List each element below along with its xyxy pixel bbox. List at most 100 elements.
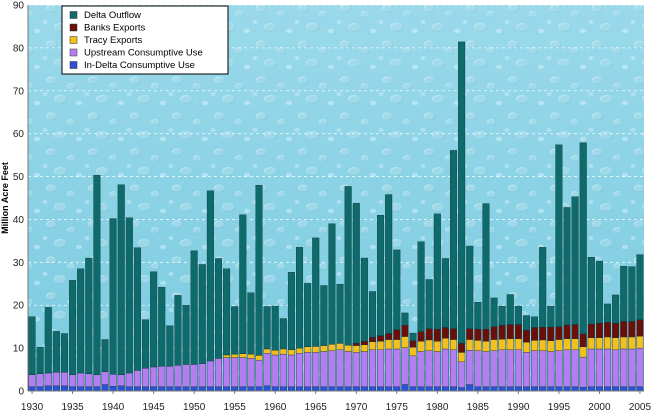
bar-segment [101,339,109,372]
bar-segment [563,349,571,387]
bar-segment [231,386,239,392]
bar-segment [377,214,385,336]
bar-segment [401,325,409,337]
bar-segment [271,354,279,387]
bar-segment [377,335,385,342]
bar-segment [206,190,214,362]
bar-segment [247,358,255,387]
bar-segment [190,364,198,387]
bar-segment [133,386,141,392]
bar-segment [287,386,295,392]
bar-segment [150,271,158,368]
bar-segment [320,285,328,346]
legend-label: Tracy Exports [84,35,142,46]
legend-swatch [69,48,78,57]
bar-segment [474,350,482,387]
y-tick-label: 40 [13,215,25,226]
bar-segment [409,332,417,341]
bar-segment [612,386,620,392]
bar-segment [239,353,247,358]
bar-segment [287,272,295,351]
bar-segment [360,341,368,345]
bar-segment [563,338,571,351]
bar-segment [320,386,328,392]
legend-box [61,5,229,75]
y-tick-label: 50 [13,172,25,183]
bar-segment [60,371,68,387]
bar-segment [279,353,287,387]
y-tick-label: 0 [18,387,24,398]
bar-segment [417,241,425,332]
bar-segment [579,333,587,348]
bar-segment [385,386,393,392]
bar-segment [344,186,352,346]
bar-segment [36,386,44,392]
bar-segment [28,316,36,375]
bar-segment [142,319,150,369]
bar-segment [506,294,514,325]
bar-segment [587,337,595,350]
bar-segment [571,338,579,351]
bar-segment [636,386,644,392]
bar-segment [255,359,263,387]
bar-segment [296,347,304,354]
bar-segment [133,247,141,371]
bar-segment [563,386,571,392]
bar-segment [239,386,247,392]
bar-segment [198,386,206,392]
bar-segment [506,324,514,339]
x-tick-label: 1950 [183,402,206,412]
bar-segment [352,386,360,392]
x-tick-label: 1960 [264,402,287,412]
bar-segment [360,351,368,387]
x-tick-label: 1985 [467,402,490,412]
bar-segment [595,348,603,387]
bar-segment [417,331,425,342]
bar-segment [620,336,628,350]
bar-segment [458,361,466,388]
bar-segment [522,329,530,343]
bar-segment [77,386,85,392]
x-tick-label: 1980 [426,402,449,412]
bar-segment [263,353,271,387]
bar-segment [223,357,231,387]
bars [28,41,644,392]
bar-segment [450,386,458,392]
bar-segment [174,386,182,392]
bar-segment [385,194,393,334]
bar-segment [433,329,441,342]
bar-segment [498,338,506,350]
bar-segment [52,385,60,392]
bar-segment [628,336,636,350]
bar-segment [425,279,433,329]
legend-swatch [69,36,78,44]
bar-segment [255,386,263,392]
bar-segment [612,294,620,324]
bar-segment [77,372,85,387]
bar-segment [296,353,304,387]
bar-segment [506,386,514,392]
bar-segment [506,338,514,351]
bar-segment [522,386,530,392]
bar-segment [69,374,77,387]
bar-segment [393,348,401,387]
y-axis-label: Million Acre Feet [0,162,10,234]
bar-segment [255,184,263,356]
bar-segment [117,184,125,375]
x-tick-labels: 1930 1935 1940 1945 1950 1955 1960 1965 1970 1975… [21,391,651,412]
x-tick-label: 1975 [386,402,409,412]
bar-segment [368,341,376,351]
bar-segment [158,287,166,367]
bar-segment [150,366,158,387]
x-tick-label: 1935 [61,402,84,412]
bar-segment [433,341,441,352]
bar-segment [612,349,620,387]
bar-segment [125,217,133,374]
legend-label: Delta Outflow [84,10,141,21]
bar-segment [531,350,539,387]
bar-segment [433,386,441,392]
bar-segment [174,295,182,366]
bar-segment [393,329,401,340]
bar-segment [571,386,579,392]
